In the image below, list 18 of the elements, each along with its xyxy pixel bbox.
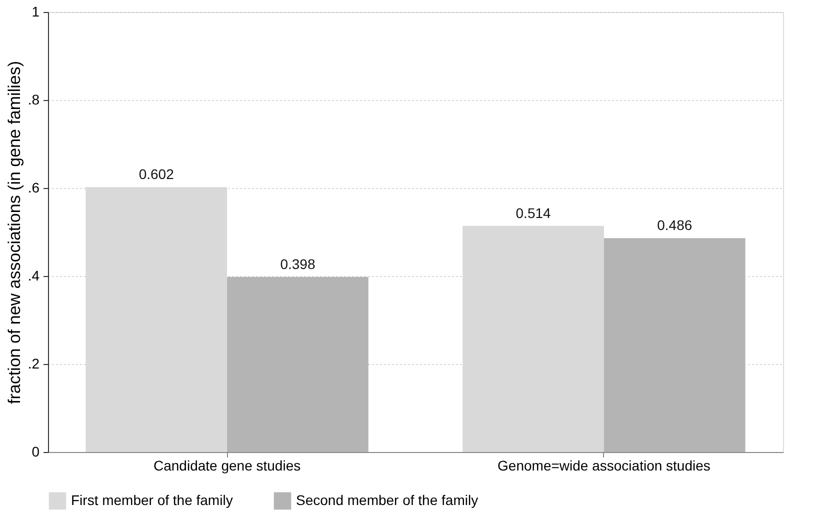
x-tick-label: Candidate gene studies — [153, 458, 301, 474]
y-axis-title: fraction of new associations (in gene families) — [4, 61, 24, 404]
y-tick-label: .6 — [28, 180, 40, 196]
legend-label: Second member of the family — [296, 492, 478, 508]
data-label: 0.486 — [657, 217, 692, 234]
data-label: 0.514 — [516, 204, 552, 221]
y-tick-label: .2 — [28, 356, 40, 372]
data-label: 0.398 — [280, 256, 316, 272]
bar — [86, 187, 228, 452]
bar — [604, 238, 746, 452]
y-tick-label: 1 — [32, 4, 40, 20]
legend-label: First member of the family — [71, 492, 233, 508]
y-tick-label: .4 — [28, 268, 40, 284]
data-label: 0.602 — [138, 166, 174, 182]
y-tick-label: .8 — [28, 92, 40, 108]
bar — [462, 226, 604, 452]
x-tick-label: Genome=wide association studies — [498, 458, 710, 474]
y-tick-label: 0 — [32, 444, 40, 460]
